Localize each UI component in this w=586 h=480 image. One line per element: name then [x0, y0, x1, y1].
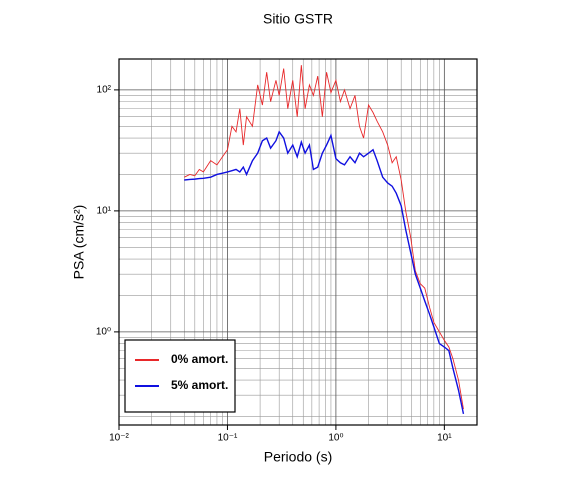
plot-frame — [118, 58, 478, 426]
x-tick-label: 10⁻² — [109, 433, 129, 444]
x-axis-label: Periodo (s) — [264, 449, 332, 465]
x-tick-label: 10⁰ — [328, 433, 343, 444]
series-line — [184, 130, 465, 415]
legend-label: 5% amort. — [171, 378, 228, 392]
x-tick-label: 10⁻¹ — [218, 433, 238, 444]
x-tick-label: 10¹ — [437, 433, 452, 444]
series-line — [184, 65, 464, 410]
y-axis-label: PSA (cm/s²) — [71, 205, 87, 280]
legend-box — [124, 339, 236, 413]
chart-title: Sitio GSTR — [263, 11, 333, 27]
y-tick-label: 10¹ — [97, 206, 112, 217]
legend-label: 0% amort. — [171, 352, 228, 366]
y-tick-label: 10⁰ — [96, 327, 111, 338]
y-tick-label: 10² — [97, 85, 112, 96]
